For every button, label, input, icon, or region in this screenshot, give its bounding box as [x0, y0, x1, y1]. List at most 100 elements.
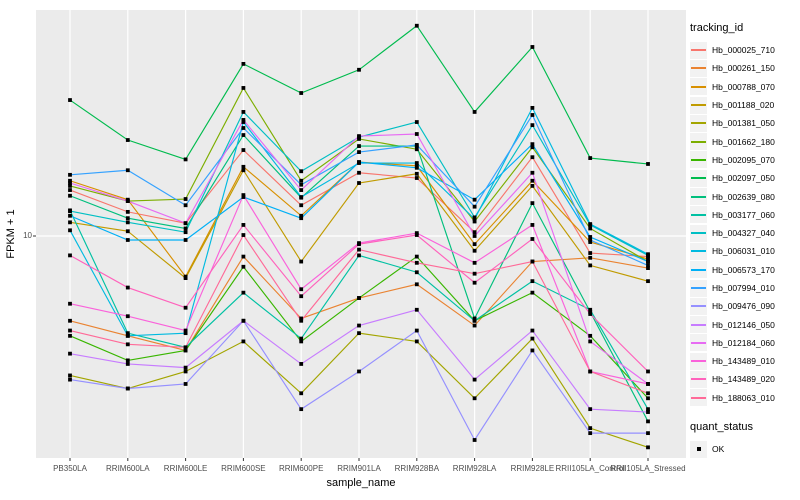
data-point	[357, 150, 361, 154]
legend-item-label: Hb_000025_710	[712, 45, 775, 56]
data-point	[472, 318, 477, 323]
data-point	[414, 23, 419, 28]
data-point	[68, 351, 72, 356]
data-point	[183, 382, 188, 386]
data-point	[68, 318, 72, 323]
data-point	[414, 132, 419, 136]
legend-item-label: Hb_002097_050	[712, 173, 775, 184]
data-point	[299, 213, 304, 218]
legend-key-swatch	[690, 389, 707, 407]
legend-item-Hb_002639_080: Hb_002639_080	[690, 187, 798, 206]
legend-key-swatch	[690, 78, 707, 96]
data-point	[472, 197, 477, 202]
legend-key-swatch	[690, 242, 707, 260]
data-point	[125, 209, 130, 214]
legend-item-Hb_007994_010: Hb_007994_010	[690, 279, 798, 297]
y-axis-title: FPKM + 1	[5, 209, 17, 259]
legend-item-label: Hb_012184_060	[712, 337, 775, 348]
data-point	[414, 339, 419, 344]
legend-key-swatch	[690, 206, 707, 224]
data-point	[414, 231, 419, 236]
data-point	[646, 382, 650, 386]
x-tick-label-RRIM928LE: RRIM928LE	[510, 464, 555, 473]
x-axis-tick-labels: PB350LA RRIM600LA RRIM600LE RRIM600SE RRIM60…	[0, 464, 800, 476]
data-point	[183, 221, 188, 226]
data-point	[357, 296, 361, 300]
data-point	[299, 91, 304, 95]
data-point	[299, 294, 304, 299]
data-point	[125, 138, 130, 142]
legend-key-swatch	[690, 334, 707, 352]
data-point	[530, 113, 535, 117]
data-point	[472, 248, 477, 253]
data-point	[472, 219, 477, 224]
data-point	[125, 285, 130, 290]
data-point	[414, 161, 419, 165]
data-point	[414, 147, 419, 152]
data-point	[357, 242, 361, 247]
data-point	[588, 222, 593, 226]
data-point	[588, 369, 593, 374]
legend-key-swatch	[690, 41, 707, 59]
data-point	[241, 133, 246, 137]
data-point	[530, 259, 535, 264]
data-point	[125, 358, 130, 363]
legend-key-swatch	[690, 151, 707, 169]
data-point	[357, 253, 361, 258]
data-point	[299, 259, 304, 264]
data-point	[68, 377, 72, 382]
legend-item-label: Hb_001662_180	[712, 136, 775, 147]
data-point	[646, 369, 650, 374]
data-point	[241, 118, 246, 122]
legend-item-Hb_002095_070: Hb_002095_070	[690, 151, 798, 169]
data-point	[646, 445, 650, 450]
data-point	[414, 165, 419, 170]
data-point	[183, 365, 188, 370]
data-point	[414, 260, 419, 265]
legend-key-swatch	[690, 279, 707, 297]
legend-title-tracking-id: tracking_id	[690, 22, 744, 34]
data-point	[530, 279, 535, 284]
data-point	[472, 316, 477, 321]
data-point	[299, 362, 304, 366]
legend-key-swatch	[690, 316, 707, 334]
data-point	[588, 339, 593, 344]
legend-item-label: Hb_001188_020	[712, 100, 775, 111]
data-point	[241, 339, 246, 344]
data-point	[125, 220, 130, 225]
data-point	[472, 234, 477, 238]
data-point	[241, 264, 246, 269]
data-point	[530, 336, 535, 341]
data-point	[183, 226, 188, 231]
data-point	[68, 209, 72, 214]
data-point	[530, 201, 535, 206]
data-point	[299, 195, 304, 199]
legend-item-label: Hb_004327_040	[712, 228, 775, 239]
data-point	[241, 164, 246, 169]
legend-item-label: Hb_009476_090	[712, 301, 775, 312]
legend-item-label: Hb_006573_170	[712, 264, 775, 275]
data-point	[414, 143, 419, 147]
legend-item-label: Hb_143489_010	[712, 356, 775, 367]
data-point	[588, 156, 593, 160]
legend-item-Hb_006573_170: Hb_006573_170	[690, 261, 798, 279]
data-point	[472, 217, 477, 221]
data-point	[68, 220, 72, 225]
y-tick-label: 10	[23, 231, 32, 240]
data-point	[646, 391, 650, 396]
data-point	[530, 155, 535, 160]
data-point	[588, 263, 593, 268]
x-tick-label-PB350LA: PB350LA	[53, 464, 87, 473]
data-point	[68, 328, 72, 333]
data-point	[357, 170, 361, 175]
legend-item-Hb_000788_070: Hb_000788_070	[690, 78, 798, 96]
data-point	[588, 407, 593, 412]
data-point	[472, 271, 477, 276]
legend-item-label: Hb_007994_010	[712, 283, 775, 293]
data-point	[241, 233, 246, 237]
data-point	[414, 282, 419, 287]
data-point	[241, 86, 246, 90]
data-point	[646, 259, 650, 264]
